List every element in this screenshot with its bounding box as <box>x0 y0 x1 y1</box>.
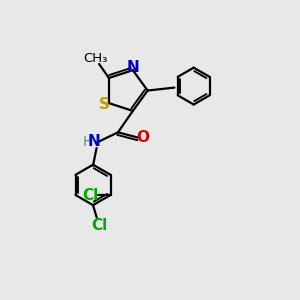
Text: Cl: Cl <box>82 188 98 202</box>
Text: CH₃: CH₃ <box>83 52 108 65</box>
Text: N: N <box>88 134 101 149</box>
Text: H: H <box>83 134 93 148</box>
Text: S: S <box>99 97 110 112</box>
Text: O: O <box>137 130 150 145</box>
Text: Cl: Cl <box>92 218 108 233</box>
Text: N: N <box>127 60 139 75</box>
